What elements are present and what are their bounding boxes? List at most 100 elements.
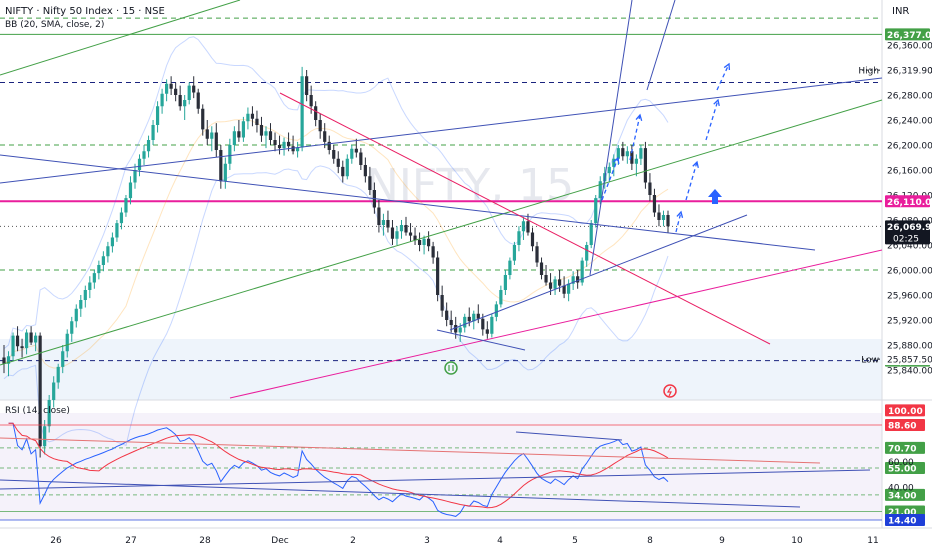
projection-arrow[interactable]	[685, 160, 699, 201]
projection-arrow[interactable]	[705, 98, 720, 141]
candle-body	[255, 118, 259, 125]
candle-body	[2, 357, 6, 364]
candle	[106, 241, 110, 263]
rsi-blue-support[interactable]	[0, 469, 871, 490]
price-tick-label: 25,880.00	[887, 342, 932, 352]
candle	[300, 66, 304, 152]
candle	[201, 104, 205, 136]
candle-body	[119, 212, 124, 224]
candle	[119, 207, 124, 230]
candle	[426, 231, 431, 252]
candle-body	[580, 260, 584, 283]
rsi-blue-divergence[interactable]	[515, 431, 623, 441]
candle	[2, 345, 6, 374]
candle-body	[101, 256, 105, 265]
candle	[214, 123, 218, 158]
candle	[264, 126, 268, 149]
candle	[562, 276, 566, 299]
projection-arrow[interactable]	[675, 210, 684, 233]
candle-body	[160, 93, 164, 107]
projection-arrow[interactable]	[629, 113, 643, 161]
candle	[65, 329, 69, 358]
candle	[56, 363, 60, 389]
candle-body	[476, 313, 480, 319]
rsi-level-badge-bg	[885, 488, 925, 501]
blue-resistance-line[interactable]	[0, 77, 883, 184]
blue-rising-support[interactable]	[449, 214, 748, 331]
candle-body	[399, 225, 404, 232]
green-channel-lower[interactable]	[0, 99, 883, 366]
candle-body	[97, 265, 101, 274]
candle-body	[296, 147, 300, 152]
rsi-title: RSI (14, close)	[5, 406, 70, 416]
rsi-blue-lower[interactable]	[0, 479, 801, 508]
price-badge-label: 26,069.90	[887, 223, 932, 233]
rsi-level-label: 100.00	[888, 407, 923, 417]
candle-body	[530, 232, 535, 247]
candle-body	[128, 182, 133, 199]
projection-arrow[interactable]	[716, 62, 731, 91]
pause-icon-ring	[444, 361, 458, 375]
price-tick-label: 26,000.00	[887, 267, 932, 277]
candle-body	[286, 141, 291, 147]
magenta-ascending-line[interactable]	[229, 249, 883, 399]
x-axis-label: 10	[791, 536, 803, 546]
blue-descending-line[interactable]	[0, 154, 816, 251]
candle	[544, 265, 548, 286]
blue-projection-line-2[interactable]	[646, 0, 676, 91]
candle	[472, 310, 476, 330]
x-axis-label: 27	[125, 536, 136, 546]
candle-body	[612, 158, 616, 167]
candle-body	[151, 125, 155, 140]
candle	[61, 345, 65, 374]
rsi-level-badge-bg	[885, 419, 925, 431]
candle-body	[74, 308, 78, 322]
candle-body	[395, 231, 399, 239]
pause-icon	[444, 361, 458, 375]
price-tick-label: 26,240.00	[887, 117, 932, 127]
candle-body	[350, 148, 354, 159]
red-descending-line[interactable]	[279, 92, 771, 345]
flash-icon	[663, 384, 677, 398]
candle-body	[300, 76, 304, 148]
candle-body	[323, 131, 327, 142]
candle-body	[548, 282, 553, 289]
candle-body	[426, 238, 431, 247]
candle	[219, 145, 223, 189]
blue-projection-line[interactable]	[589, 0, 633, 276]
candle-body	[219, 150, 223, 182]
x-axis-label: 9	[719, 536, 725, 546]
candle	[34, 332, 38, 352]
candle-body	[431, 246, 435, 258]
rsi-band-shading	[0, 413, 882, 520]
candle	[503, 270, 507, 295]
candle-body	[557, 279, 562, 286]
candle	[521, 216, 526, 240]
candle-body	[485, 329, 489, 334]
candle-body	[481, 318, 485, 330]
candle	[476, 304, 480, 324]
candle	[440, 285, 444, 317]
blue-short-line[interactable]	[436, 329, 526, 351]
candle	[417, 232, 422, 252]
candle-body	[630, 151, 634, 164]
candle-body	[454, 325, 458, 333]
rsi-red-trendline[interactable]	[0, 437, 821, 464]
candle-body	[196, 92, 200, 109]
candle	[183, 95, 187, 120]
candle	[92, 270, 96, 289]
green-channel-upper[interactable]	[0, 0, 241, 76]
candle-body	[472, 313, 476, 322]
candle	[526, 213, 530, 236]
candle-body	[526, 221, 530, 233]
extreme-marker-bg	[885, 64, 930, 77]
candle	[499, 285, 503, 308]
rsi-tick-label: 40.00	[888, 484, 914, 494]
price-badge: 26,069.9002:25	[885, 220, 932, 245]
candle-body	[336, 158, 340, 167]
candle-body	[576, 276, 580, 283]
candle	[386, 210, 390, 233]
projection-arrow[interactable]	[601, 156, 620, 201]
candle	[314, 101, 318, 127]
